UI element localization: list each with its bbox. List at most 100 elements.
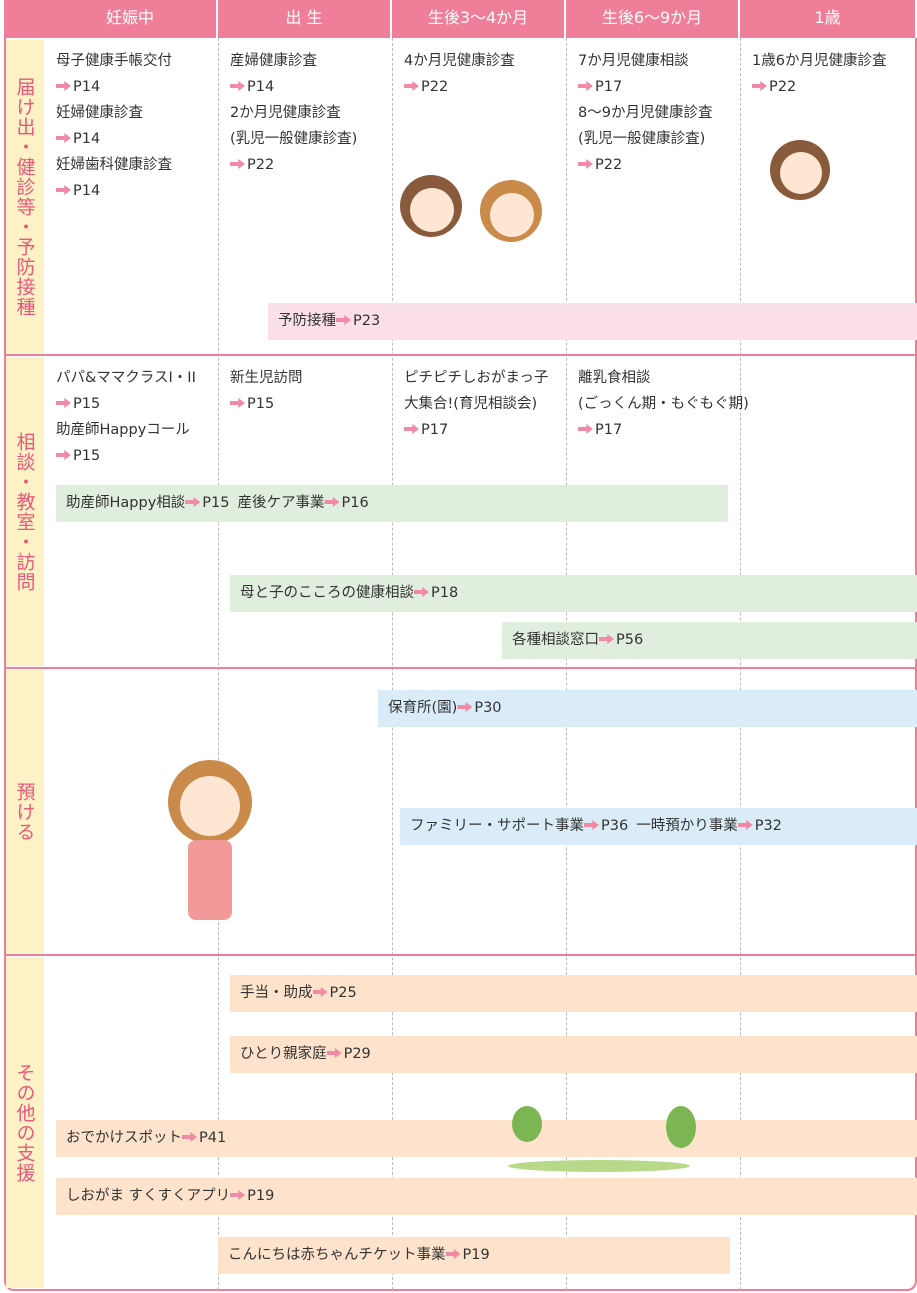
page-number: P19 [462, 1247, 490, 1263]
page-ref: P14 [56, 178, 172, 204]
row-separator [4, 667, 917, 669]
column-header: 妊娠中 [44, 0, 218, 38]
bar-text: 予防接種 [278, 313, 336, 329]
page-number: P25 [329, 985, 357, 1001]
bar: しおがま すくすくアプリ P19 [56, 1178, 917, 1215]
cell-text: 8～9か月児健康診査 [578, 105, 713, 121]
column-header: 1歳 [740, 0, 917, 38]
arrow-icon [578, 159, 593, 169]
bar: 手当・助成 P25 [230, 975, 917, 1012]
bar-text: 母と子のこころの健康相談 [240, 585, 414, 601]
arrow-icon [182, 1132, 197, 1142]
arrow-icon [737, 820, 753, 830]
page-ref: P14 [230, 74, 357, 100]
bar-text: ファミリー・サポート事業 [410, 818, 584, 834]
bar-text: 各種相談窓口 [512, 632, 599, 648]
column-header: 出 生 [218, 0, 392, 38]
arrow-icon [230, 1190, 246, 1200]
page-ref: P22 [752, 74, 886, 100]
cell: 7か月児健康相談 P17 8～9か月児健康診査 (乳児一般健康診査) P22 [578, 48, 712, 178]
illustration [666, 1106, 696, 1148]
page-number: P17 [595, 79, 623, 95]
arrow-icon [404, 424, 419, 434]
bar: 保育所(園) P30 [378, 690, 917, 727]
page-number: P22 [421, 79, 449, 95]
cell-text: 妊婦健康診査 [56, 105, 143, 121]
arrow-icon [578, 81, 593, 91]
arrow-icon [324, 497, 340, 507]
arrow-icon [584, 820, 599, 830]
cell-text: (ごっくん期・もぐもぐ期) [578, 396, 749, 412]
cell: 4か月児健康診査 P22 [404, 48, 515, 100]
column-header: 生後3～4か月 [392, 0, 566, 38]
cell-text: 2か月児健康診査 [230, 105, 341, 121]
row-label: その他の支援 [6, 957, 44, 1288]
illustration [780, 152, 822, 194]
arrow-icon [56, 185, 71, 195]
column-divider [740, 38, 741, 1290]
bar-text: 一時預かり事業 [636, 818, 738, 834]
cell-text: (乳児一般健康診査) [578, 131, 706, 147]
corner [4, 0, 44, 38]
cell-text: (乳児一般健康診査) [230, 131, 358, 147]
page-ref: P14 [56, 74, 172, 100]
cell: ピチピチしおがまっ子 大集合!(育児相談会) P17 [404, 365, 548, 443]
page-number: P14 [247, 79, 275, 95]
row-label: 預ける [6, 670, 44, 953]
cell-text: 4か月児健康診査 [404, 53, 515, 69]
arrow-icon [457, 702, 473, 712]
arrow-icon [578, 424, 593, 434]
page-number: P18 [431, 585, 459, 601]
page-number: P22 [247, 157, 275, 173]
bar: おでかけスポット P41 [56, 1120, 917, 1157]
illustration [490, 193, 534, 237]
cell-text: 妊婦歯科健康診査 [56, 157, 172, 173]
page-number: P14 [73, 79, 101, 95]
arrow-icon [599, 634, 614, 644]
cell-text: 助産師Happyコール [56, 422, 190, 438]
page-number: P15 [73, 396, 101, 412]
page-number: P30 [474, 700, 502, 716]
page-number: P22 [595, 157, 623, 173]
page-number: P17 [421, 422, 449, 438]
cell-text: パパ&ママクラスI・II [56, 370, 196, 386]
page-number: P29 [343, 1046, 371, 1062]
bar: こんにちは赤ちゃんチケット事業 P19 [218, 1237, 730, 1274]
cell-text: 大集合!(育児相談会) [404, 396, 538, 412]
page-number: P36 [601, 818, 629, 834]
row-label: 相談・教室・訪問 [6, 357, 44, 666]
arrow-icon [56, 133, 71, 143]
page-ref: P15 [56, 391, 196, 417]
illustration [180, 776, 240, 836]
arrow-icon [56, 398, 71, 408]
page-ref: P22 [404, 74, 515, 100]
bar: ひとり親家庭 P29 [230, 1036, 917, 1073]
page-number: P14 [73, 183, 101, 199]
arrow-icon [56, 81, 71, 91]
cell: 産婦健康診査 P14 2か月児健康診査 (乳児一般健康診査) P22 [230, 48, 357, 178]
arrow-icon [312, 987, 328, 997]
illustration [188, 840, 232, 920]
bar-text: 保育所(園) [388, 700, 458, 716]
row-label: 届け出・健診等・予防接種 [6, 40, 44, 353]
arrow-icon [326, 1048, 342, 1058]
bar-text: 助産師Happy相談 [66, 495, 186, 511]
illustration [512, 1106, 542, 1142]
page-number: P15 [73, 448, 101, 464]
bar-text: ひとり親家庭 [240, 1046, 327, 1062]
cell-text: ピチピチしおがまっ子 [404, 370, 549, 386]
illustration [410, 188, 454, 232]
column-divider [218, 38, 219, 1290]
page-ref: P22 [578, 152, 712, 178]
page-number: P32 [754, 818, 782, 834]
row-separator [4, 354, 917, 356]
bar: 予防接種 P23 [268, 303, 917, 340]
cell: 1歳6か月児健康診査 P22 [752, 48, 886, 100]
page-number: P22 [769, 79, 797, 95]
page-number: P23 [353, 313, 381, 329]
arrow-icon [56, 450, 71, 460]
bar-text: おでかけスポット [66, 1130, 182, 1146]
page-number: P15 [202, 495, 230, 511]
page-number: P14 [73, 131, 101, 147]
